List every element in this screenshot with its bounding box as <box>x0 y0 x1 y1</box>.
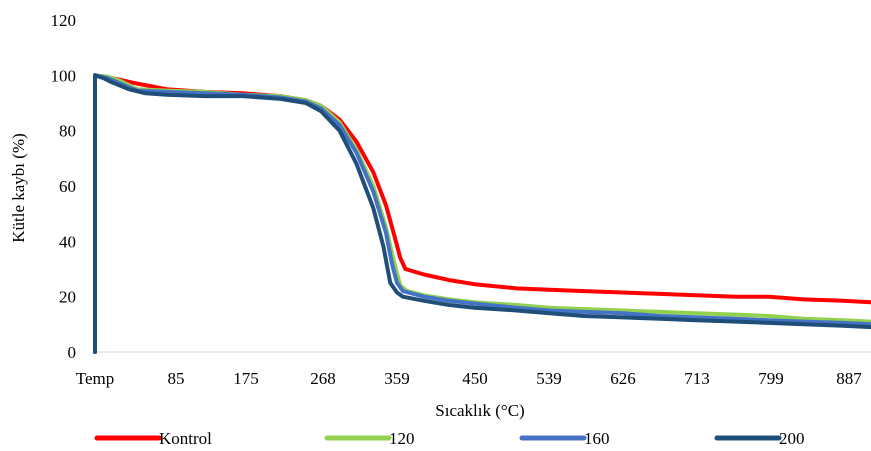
legend-label-160: 160 <box>584 429 610 448</box>
series-line-120 <box>93 73 871 354</box>
x-tick-label: 626 <box>610 369 636 388</box>
y-axis-ticks: 0 20 40 60 80 100 120 <box>51 11 77 362</box>
x-tick-label: 359 <box>384 369 410 388</box>
legend: Kontrol 120 160 200 <box>94 429 805 448</box>
series-line-200 <box>93 73 871 354</box>
legend-label-120: 120 <box>389 429 415 448</box>
y-tick-label: 20 <box>59 288 76 307</box>
x-tick-label: 713 <box>684 369 710 388</box>
x-tick-label: 175 <box>233 369 259 388</box>
y-tick-label: 0 <box>68 343 77 362</box>
series-line-kontrol <box>93 73 871 354</box>
x-tick-label: 799 <box>758 369 784 388</box>
x-tick-label: 887 <box>836 369 862 388</box>
x-tick-label: 450 <box>462 369 488 388</box>
y-axis-title: Kütle kaybı (%) <box>9 133 28 243</box>
legend-label-200: 200 <box>779 429 805 448</box>
y-tick-label: 60 <box>59 177 76 196</box>
x-tick-label: 539 <box>536 369 562 388</box>
x-tick-label: 85 <box>168 369 185 388</box>
series-line-160 <box>93 73 871 354</box>
y-tick-label: 120 <box>51 11 77 30</box>
plot-series <box>93 73 871 354</box>
y-tick-label: 100 <box>51 66 77 85</box>
y-tick-label: 80 <box>59 122 76 141</box>
y-tick-label: 40 <box>59 232 76 251</box>
x-tick-label: Temp <box>76 369 114 388</box>
x-axis-ticks: Temp 85 175 268 359 450 539 626 713 799 887 <box>76 369 862 388</box>
legend-label-kontrol: Kontrol <box>159 429 212 448</box>
x-axis-title: Sıcaklık (°C) <box>435 401 524 420</box>
x-tick-label: 268 <box>310 369 336 388</box>
